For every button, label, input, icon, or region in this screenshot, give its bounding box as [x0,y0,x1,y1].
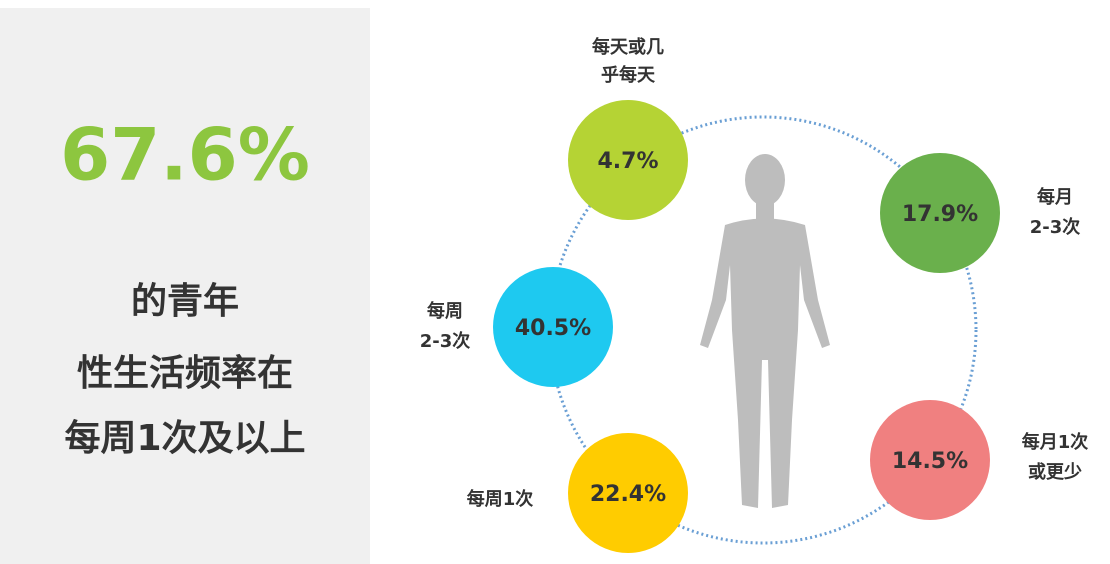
summary-line: 的青年 [131,281,239,322]
value-label: 14.5% [892,449,968,474]
bubble [493,267,613,387]
item-label: 每天或几 [592,36,664,58]
item-label: 2-3次 [420,330,471,352]
bubble [568,100,688,220]
human-figure [700,154,830,508]
value-label: 4.7% [597,149,658,174]
summary-line: 每周1次及以上 [64,418,305,459]
item-label: 每月 [1037,186,1073,208]
item-label: 乎每天 [601,64,656,86]
summary-line: 性生活频率在 [77,353,293,394]
headline: 67.6% [60,113,310,197]
item-label: 2-3次 [1030,216,1081,238]
bubble [880,153,1000,273]
value-label: 17.9% [902,202,978,227]
value-label: 22.4% [590,482,666,507]
bubble [568,433,688,553]
summary-panel [0,8,370,564]
item-label: 或更少 [1028,461,1082,483]
ring [548,115,978,545]
bubble [870,400,990,520]
value-label: 40.5% [515,316,591,341]
item-label: 每周1次 [467,488,534,510]
item-label: 每周 [427,300,463,322]
item-label: 每月1次 [1022,431,1089,453]
